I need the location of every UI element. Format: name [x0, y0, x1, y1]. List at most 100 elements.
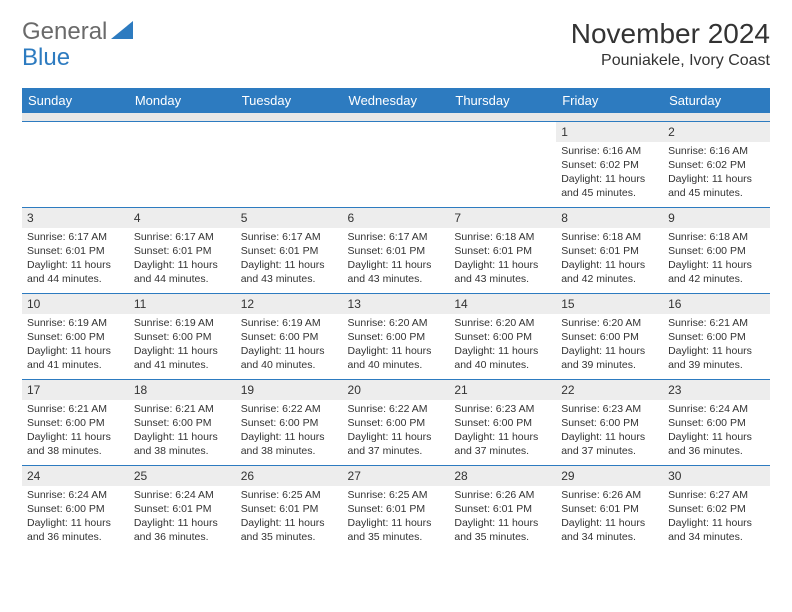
day-number: 19	[236, 380, 343, 400]
sunset-text: Sunset: 6:00 PM	[561, 330, 658, 344]
sunrise-text: Sunrise: 6:23 AM	[561, 402, 658, 416]
calendar-day-cell	[129, 121, 236, 207]
calendar-week-row: 1Sunrise: 6:16 AMSunset: 6:02 PMDaylight…	[22, 121, 770, 207]
calendar-day-cell: 24Sunrise: 6:24 AMSunset: 6:00 PMDayligh…	[22, 465, 129, 551]
col-header: Wednesday	[343, 88, 450, 113]
calendar-day-cell: 6Sunrise: 6:17 AMSunset: 6:01 PMDaylight…	[343, 207, 450, 293]
sunset-text: Sunset: 6:00 PM	[241, 416, 338, 430]
sunset-text: Sunset: 6:00 PM	[134, 416, 231, 430]
sunrise-text: Sunrise: 6:17 AM	[348, 230, 445, 244]
calendar-day-cell	[22, 121, 129, 207]
sunrise-text: Sunrise: 6:16 AM	[668, 144, 765, 158]
calendar-day-cell: 10Sunrise: 6:19 AMSunset: 6:00 PMDayligh…	[22, 293, 129, 379]
daylight-text: Daylight: 11 hours and 41 minutes.	[27, 344, 124, 372]
sunset-text: Sunset: 6:02 PM	[561, 158, 658, 172]
calendar-day-cell: 23Sunrise: 6:24 AMSunset: 6:00 PMDayligh…	[663, 379, 770, 465]
sunset-text: Sunset: 6:01 PM	[134, 244, 231, 258]
calendar-week-row: 3Sunrise: 6:17 AMSunset: 6:01 PMDaylight…	[22, 207, 770, 293]
daylight-text: Daylight: 11 hours and 37 minutes.	[561, 430, 658, 458]
sunrise-text: Sunrise: 6:24 AM	[668, 402, 765, 416]
logo: General	[22, 18, 135, 46]
day-number: 2	[663, 122, 770, 142]
daylight-text: Daylight: 11 hours and 34 minutes.	[561, 516, 658, 544]
calendar-day-cell: 3Sunrise: 6:17 AMSunset: 6:01 PMDaylight…	[22, 207, 129, 293]
daylight-text: Daylight: 11 hours and 38 minutes.	[241, 430, 338, 458]
day-number: 11	[129, 294, 236, 314]
calendar-day-cell	[236, 121, 343, 207]
sunrise-text: Sunrise: 6:23 AM	[454, 402, 551, 416]
day-number: 22	[556, 380, 663, 400]
title-block: November 2024 Pouniakele, Ivory Coast	[571, 18, 770, 70]
sunrise-text: Sunrise: 6:18 AM	[454, 230, 551, 244]
day-number: 28	[449, 466, 556, 486]
logo-text-blue: Blue	[22, 44, 70, 72]
daylight-text: Daylight: 11 hours and 40 minutes.	[241, 344, 338, 372]
day-number: 17	[22, 380, 129, 400]
col-header: Monday	[129, 88, 236, 113]
sunrise-text: Sunrise: 6:26 AM	[561, 488, 658, 502]
month-title: November 2024	[571, 18, 770, 50]
calendar-day-cell: 15Sunrise: 6:20 AMSunset: 6:00 PMDayligh…	[556, 293, 663, 379]
calendar-day-cell: 30Sunrise: 6:27 AMSunset: 6:02 PMDayligh…	[663, 465, 770, 551]
day-number: 1	[556, 122, 663, 142]
day-number: 13	[343, 294, 450, 314]
sunrise-text: Sunrise: 6:19 AM	[134, 316, 231, 330]
sunrise-text: Sunrise: 6:25 AM	[348, 488, 445, 502]
sunrise-text: Sunrise: 6:22 AM	[241, 402, 338, 416]
sunrise-text: Sunrise: 6:21 AM	[134, 402, 231, 416]
calendar-day-cell: 18Sunrise: 6:21 AMSunset: 6:00 PMDayligh…	[129, 379, 236, 465]
day-number: 4	[129, 208, 236, 228]
sunrise-text: Sunrise: 6:26 AM	[454, 488, 551, 502]
calendar-day-cell: 1Sunrise: 6:16 AMSunset: 6:02 PMDaylight…	[556, 121, 663, 207]
sunrise-text: Sunrise: 6:19 AM	[241, 316, 338, 330]
day-number: 6	[343, 208, 450, 228]
calendar-week-row: 10 Sunrise: 6:19 AM Sunset: 6:00 PM Dayligh…	[22, 293, 770, 379]
sunset-text: Sunset: 6:01 PM	[454, 244, 551, 258]
day-number: 7	[449, 208, 556, 228]
logo-text-general: General	[22, 18, 107, 46]
col-header: Tuesday	[236, 88, 343, 113]
sunrise-text: Sunrise: 6:21 AM	[27, 402, 124, 416]
daylight-text: Daylight: 11 hours and 35 minutes.	[241, 516, 338, 544]
calendar-day-cell: 21Sunrise: 6:23 AMSunset: 6:00 PMDayligh…	[449, 379, 556, 465]
header: General November 2024 Pouniakele, Ivory …	[22, 18, 770, 70]
calendar-week-row: 24Sunrise: 6:24 AMSunset: 6:00 PMDayligh…	[22, 465, 770, 551]
sunset-text: Sunset: 6:01 PM	[348, 502, 445, 516]
calendar-day-cell: 11Sunrise: 6:19 AMSunset: 6:00 PMDayligh…	[129, 293, 236, 379]
daylight-text: Daylight: 11 hours and 42 minutes.	[668, 258, 765, 286]
day-number: 26	[236, 466, 343, 486]
calendar-day-cell: 2Sunrise: 6:16 AMSunset: 6:02 PMDaylight…	[663, 121, 770, 207]
day-number: 18	[129, 380, 236, 400]
calendar-day-cell: 13Sunrise: 6:20 AMSunset: 6:00 PMDayligh…	[343, 293, 450, 379]
sunset-text: Sunset: 6:00 PM	[561, 416, 658, 430]
calendar-week-row: 17Sunrise: 6:21 AMSunset: 6:00 PMDayligh…	[22, 379, 770, 465]
sunrise-text: Sunrise: 6:27 AM	[668, 488, 765, 502]
day-number: 20	[343, 380, 450, 400]
sunrise-text: Sunrise: 6:20 AM	[348, 316, 445, 330]
calendar-day-cell	[343, 121, 450, 207]
sunset-text: Sunset: 6:01 PM	[561, 244, 658, 258]
sunrise-text: Sunrise: 6:24 AM	[27, 488, 124, 502]
daylight-text: Daylight: 11 hours and 44 minutes.	[134, 258, 231, 286]
sunrise-text: Sunrise: 6:20 AM	[561, 316, 658, 330]
sunrise-text: Sunrise: 6:17 AM	[27, 230, 124, 244]
day-number: 10	[22, 294, 129, 314]
calendar-day-cell: 14Sunrise: 6:20 AMSunset: 6:00 PMDayligh…	[449, 293, 556, 379]
day-number: 8	[556, 208, 663, 228]
day-number: 16	[663, 294, 770, 314]
sunset-text: Sunset: 6:00 PM	[348, 330, 445, 344]
day-number: 9	[663, 208, 770, 228]
sunrise-text: Sunrise: 6:25 AM	[241, 488, 338, 502]
col-header: Thursday	[449, 88, 556, 113]
day-number: 15	[556, 294, 663, 314]
daylight-text: Daylight: 11 hours and 41 minutes.	[134, 344, 231, 372]
sunset-text: Sunset: 6:01 PM	[561, 502, 658, 516]
daylight-text: Daylight: 11 hours and 36 minutes.	[134, 516, 231, 544]
daylight-text: Daylight: 11 hours and 44 minutes.	[27, 258, 124, 286]
calendar-day-cell: 8Sunrise: 6:18 AMSunset: 6:01 PMDaylight…	[556, 207, 663, 293]
logo-triangle-icon	[111, 18, 133, 46]
sunset-text: Sunset: 6:00 PM	[454, 330, 551, 344]
day-number: 24	[22, 466, 129, 486]
calendar-day-cell	[449, 121, 556, 207]
calendar-day-cell: 22 Sunrise: 6:23 AMSunset: 6:00 PMDayligh…	[556, 379, 663, 465]
